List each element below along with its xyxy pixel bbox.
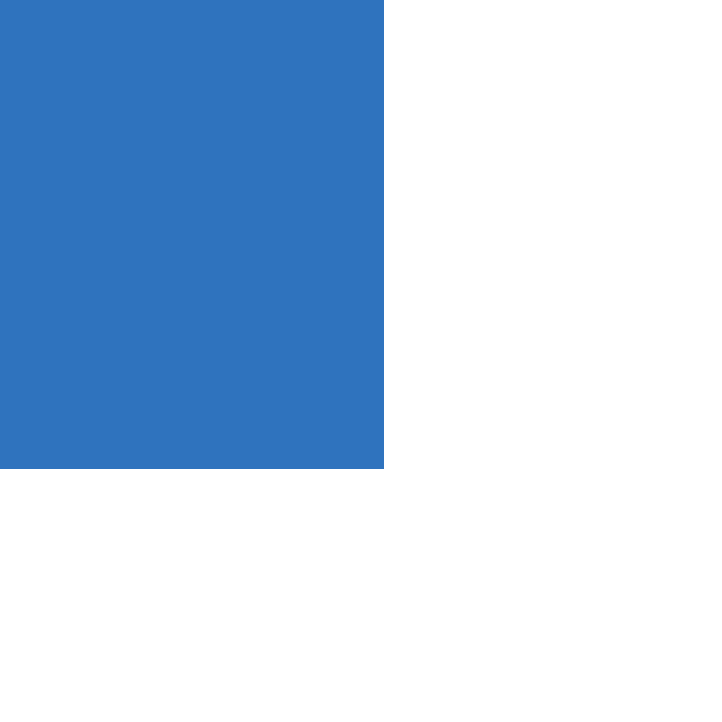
blue-panel xyxy=(0,0,384,469)
